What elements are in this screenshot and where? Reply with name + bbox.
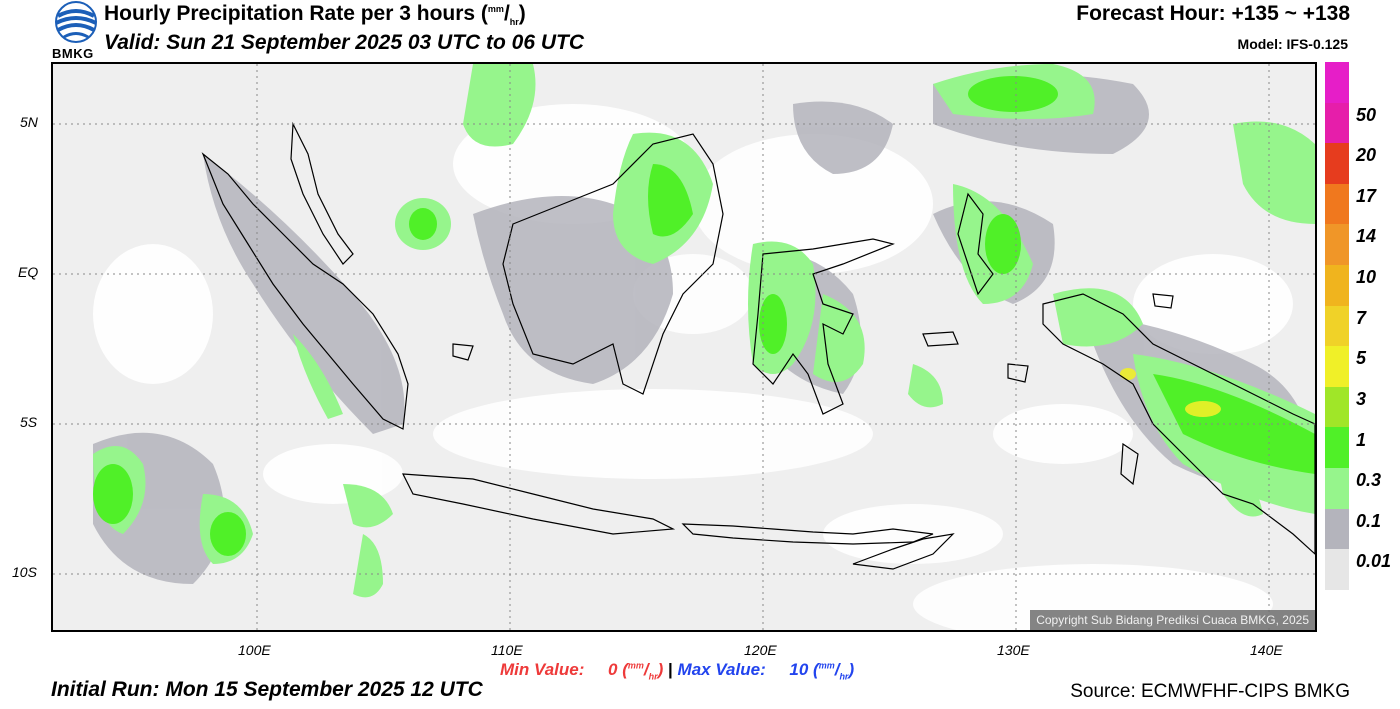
colorbar-segment	[1325, 468, 1349, 509]
colorbar-segment	[1325, 549, 1349, 590]
source-label: Source: ECMWFHF-CIPS BMKG	[1070, 681, 1350, 702]
copyright-notice: Copyright Sub Bidang Prediksi Cuaca BMKG…	[1030, 610, 1315, 630]
max-label: Max Value:	[677, 660, 766, 679]
colorbar-label: 5	[1356, 348, 1367, 369]
forecast-hour: Forecast Hour: +135 ~ +138	[1076, 2, 1350, 25]
lon-label-130e: 130E	[997, 642, 1030, 658]
colorbar-label: 17	[1356, 185, 1377, 206]
lat-label-eq: EQ	[18, 264, 39, 280]
colorbar-segment	[1325, 183, 1349, 225]
colorbar-label: 10	[1356, 267, 1377, 288]
colorbar-label: 50	[1356, 104, 1377, 125]
colorbar-segment	[1325, 427, 1349, 469]
colorbar-label: 1	[1356, 429, 1367, 450]
colorbar-label: 0.3	[1356, 470, 1382, 491]
min-max-values: Min Value: 0 (mm/hr) | Max Value: 10 (mm…	[500, 660, 855, 682]
colorbar-label: 7	[1356, 307, 1367, 328]
lat-label-5n: 5N	[20, 114, 38, 130]
lon-label-100e: 100E	[238, 642, 271, 658]
colorbar-segment	[1325, 346, 1349, 387]
colorbar-label: 20	[1356, 145, 1377, 166]
map-canvas	[53, 64, 1315, 630]
colorbar-segment	[1325, 508, 1349, 550]
lon-label-140e: 140E	[1250, 642, 1283, 658]
colorbar-segment	[1325, 305, 1349, 347]
max-value: 10	[789, 660, 809, 679]
colorbar-label: 0.1	[1356, 510, 1382, 531]
logo-text: BMKG	[52, 46, 94, 61]
page-title: Hourly Precipitation Rate per 3 hours (m…	[104, 2, 526, 28]
lon-label-120e: 120E	[744, 642, 777, 658]
colorbar-segment	[1325, 143, 1349, 184]
colorbar-segment	[1325, 224, 1349, 266]
min-value: 0	[608, 660, 618, 679]
initial-run: Initial Run: Mon 15 September 2025 12 UT…	[51, 678, 483, 701]
bmkg-logo-icon	[50, 0, 102, 60]
colorbar-segment	[1325, 386, 1349, 428]
colorbar	[1325, 62, 1349, 590]
colorbar-label: 3	[1356, 388, 1367, 409]
colorbar-segment	[1325, 102, 1349, 144]
lon-label-110e: 110E	[491, 642, 523, 658]
colorbar-label: 14	[1356, 226, 1377, 247]
lat-label-10s: 10S	[12, 564, 37, 580]
lat-label-5s: 5S	[20, 414, 38, 430]
colorbar-segment	[1325, 265, 1349, 306]
model-label: Model: IFS-0.125	[1237, 36, 1348, 52]
separator: |	[668, 660, 673, 679]
colorbar-label: 0.01	[1356, 551, 1392, 572]
valid-time: Valid: Sun 21 September 2025 03 UTC to 0…	[104, 31, 585, 54]
min-label: Min Value:	[500, 660, 585, 679]
precipitation-map: Copyright Sub Bidang Prediksi Cuaca BMKG…	[51, 62, 1317, 632]
colorbar-segment	[1325, 62, 1349, 103]
